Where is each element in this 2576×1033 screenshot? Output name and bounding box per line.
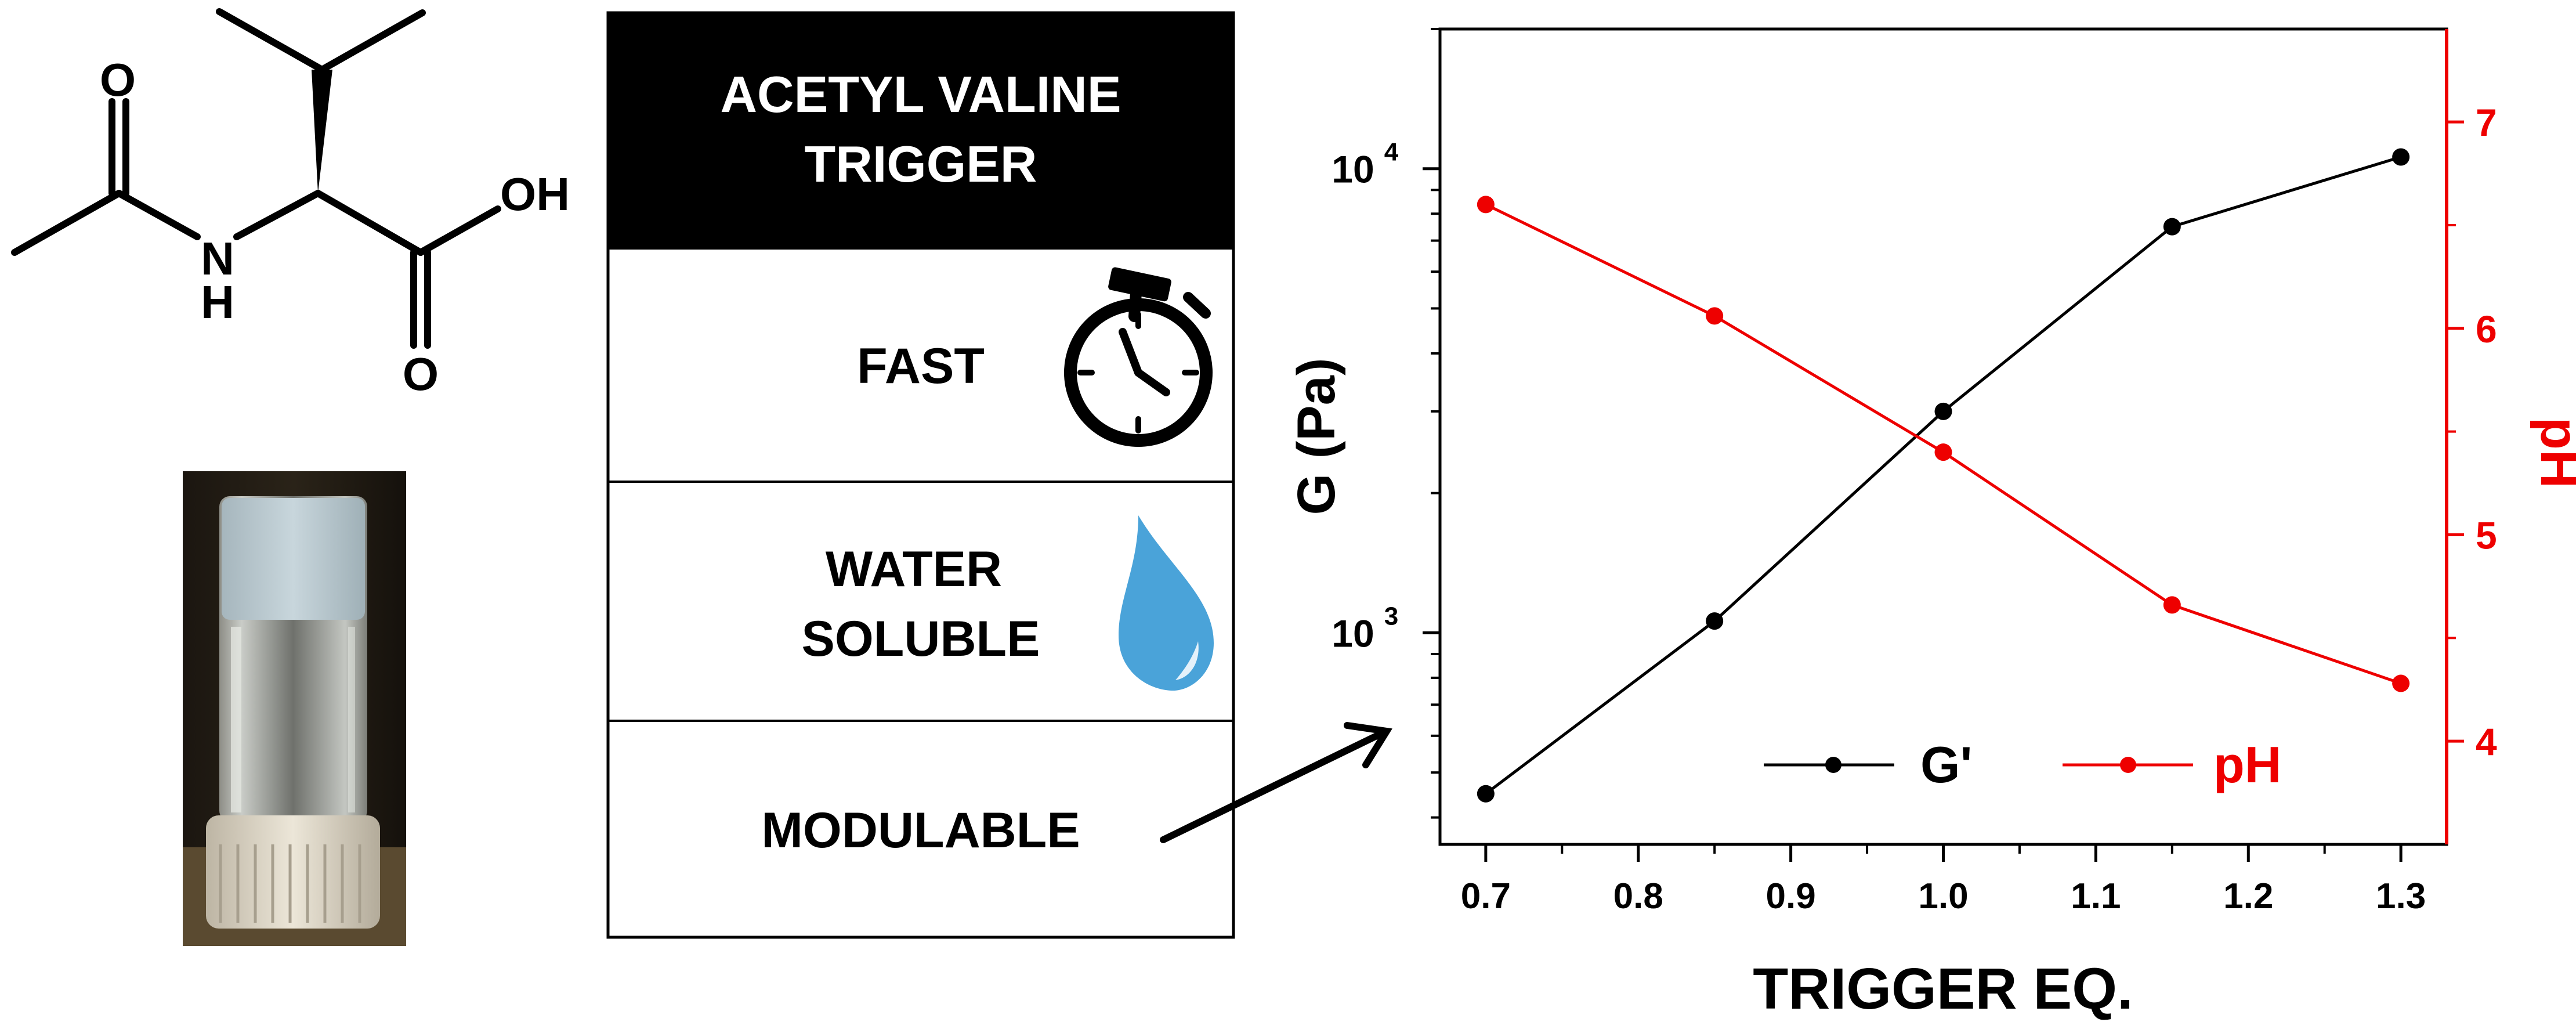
- feature-water: WATER: [826, 541, 1002, 597]
- y-left-tick-exponent: 4: [1384, 138, 1399, 167]
- x-axis-label: TRIGGER EQ.: [1753, 956, 2133, 1021]
- y-right-tick-label: 5: [2476, 514, 2497, 557]
- y-left-tick-label: 10: [1332, 148, 1374, 191]
- panel-title-line2: TRIGGER: [805, 135, 1037, 193]
- panel-title-line1: ACETYL VALINE: [720, 66, 1121, 123]
- atom-hydrogen: H: [201, 276, 234, 328]
- legend-ph-marker: [2120, 757, 2136, 773]
- arrow-icon: [1160, 722, 1392, 843]
- x-tick-label: 0.9: [1766, 876, 1816, 916]
- atom-hydroxyl: OH: [500, 168, 570, 220]
- x-tick-label: 0.7: [1461, 876, 1511, 916]
- gprime-data-point: [1934, 402, 1952, 420]
- drop-highlight: [1175, 641, 1199, 680]
- ph-data-point: [2392, 674, 2410, 692]
- atom-oxygen-carbonyl: O: [100, 54, 136, 106]
- bond: [417, 205, 501, 256]
- bond: [115, 190, 201, 240]
- glass-highlight: [348, 627, 355, 812]
- gprime-data-point: [2163, 218, 2181, 236]
- ph-data-point: [1477, 196, 1495, 214]
- gprime-data-point: [1706, 612, 1724, 630]
- x-tick-label: 1.3: [2376, 876, 2426, 916]
- feature-fast: FAST: [857, 338, 985, 394]
- plot-frame: [1438, 27, 2448, 846]
- acetyl-valine-structure: [11, 8, 501, 349]
- x-tick-label: 1.0: [1918, 876, 1968, 916]
- ph-data-point: [1934, 443, 1952, 461]
- panel-border: [606, 11, 1235, 939]
- vial-cap: [206, 815, 380, 929]
- y-right-tick-label: 4: [2476, 720, 2497, 763]
- ph-data-point: [1706, 307, 1724, 325]
- y-left-tick-label: 10: [1332, 612, 1374, 655]
- y-right-tick-label: 6: [2476, 308, 2497, 351]
- legend: G' pH: [1764, 736, 2281, 793]
- drop-shape: [1119, 515, 1214, 691]
- panel-header: [607, 12, 1235, 250]
- bond: [319, 9, 426, 73]
- feature-panel: ACETYL VALINE TRIGGER FAST WATER SOLUBLE…: [606, 11, 1392, 939]
- water-drop-icon: [1119, 515, 1214, 691]
- y-right-axis-ticks: 4 5 6 7: [2447, 101, 2497, 763]
- bond: [233, 190, 321, 240]
- gprime-data-point: [2392, 148, 2410, 166]
- feature-soluble: SOLUBLE: [802, 611, 1040, 667]
- gprime-data-point: [1477, 785, 1495, 803]
- legend-gprime-label: G': [1920, 736, 1972, 793]
- gprime-series-line: [1485, 156, 2401, 795]
- ph-data-point: [2163, 596, 2181, 614]
- stopwatch-icon: [1064, 267, 1213, 447]
- x-tick-label: 1.2: [2223, 876, 2273, 916]
- vial-photo: [183, 471, 406, 946]
- atom-labels: O OH N H O: [100, 54, 570, 400]
- atom-nitrogen: N: [201, 233, 234, 284]
- x-tick-label: 1.1: [2071, 876, 2121, 916]
- atom-oxygen-acid: O: [403, 348, 439, 400]
- x-tick-label: 0.8: [1613, 876, 1663, 916]
- chart: 0.7 0.8 0.9 1.0 1.1 1.2 1.3 10 3 10 4 4 5 6 7 TRIGGE…: [1287, 27, 2576, 1021]
- legend-ph-label: pH: [2213, 736, 2281, 793]
- legend-gprime-marker: [1825, 757, 1841, 773]
- x-axis-ticks: 0.7 0.8 0.9 1.0 1.1 1.2 1.3: [1461, 844, 2426, 916]
- glass-highlight: [231, 627, 241, 812]
- bond: [11, 190, 122, 256]
- y-left-axis-ticks: 10 3 10 4: [1332, 28, 1440, 819]
- y-left-tick-exponent: 3: [1384, 602, 1398, 630]
- y-right-tick-label: 7: [2476, 101, 2497, 144]
- series-layer: [1477, 148, 2410, 803]
- y-left-axis-label: G (Pa): [1287, 358, 1346, 515]
- bond: [314, 190, 424, 256]
- gel-layer: [222, 498, 365, 620]
- feature-modulable: MODULABLE: [761, 803, 1080, 858]
- bond: [216, 8, 325, 73]
- wedge-bond: [312, 70, 332, 193]
- cap-ridges: [219, 844, 361, 923]
- y-right-axis-label: pH: [2530, 417, 2576, 489]
